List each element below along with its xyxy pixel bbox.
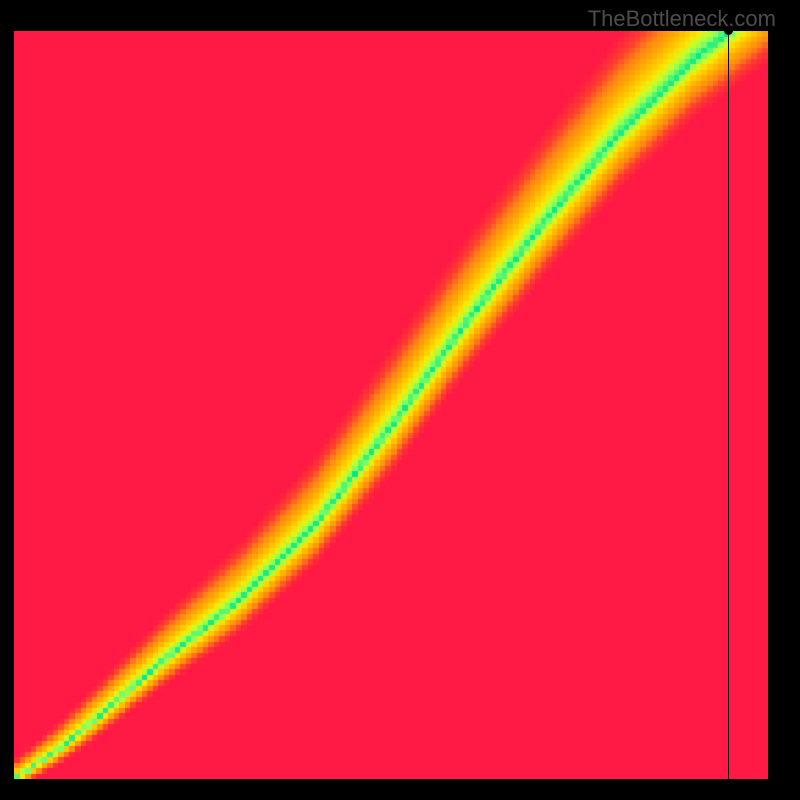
marker-vertical-line xyxy=(728,31,729,779)
chart-container: TheBottleneck.com xyxy=(0,0,800,800)
bottleneck-heatmap xyxy=(14,31,768,779)
watermark-text: TheBottleneck.com xyxy=(588,6,776,32)
